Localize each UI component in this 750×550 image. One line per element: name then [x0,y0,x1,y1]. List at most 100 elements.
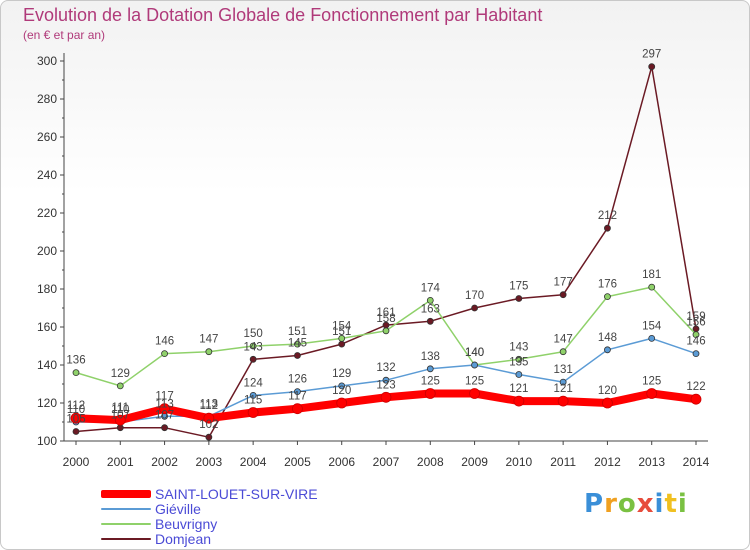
data-point [338,382,346,390]
legend-label: Giéville [155,500,201,517]
x-tick-label: 2000 [63,455,90,469]
data-point [338,334,346,342]
data-label: 102 [199,419,218,431]
x-tick-label: 2005 [284,455,311,469]
data-label: 107 [155,410,174,422]
y-tick-label: 200 [37,244,57,258]
data-label: 111 [112,402,129,414]
data-point [203,412,215,424]
data-point [294,352,301,359]
data-point [294,388,301,396]
y-tick-label: 260 [37,130,57,144]
data-label: 129 [332,368,351,380]
data-label: 147 [199,334,218,346]
data-point [648,283,656,291]
data-point [249,355,257,363]
data-point [602,397,613,409]
data-point [515,371,523,378]
legend-item: SAINT-LOUET-SUR-VIRE [101,485,318,502]
data-label: 297 [642,49,661,61]
data-point [557,395,569,407]
data-label: 140 [465,347,484,359]
data-point [205,348,213,356]
data-label: 151 [332,326,351,338]
x-tick-label: 2002 [151,455,178,469]
data-label: 176 [598,279,617,291]
legend-item: Beuvrigny [101,516,318,532]
data-point [249,391,257,399]
data-label: 151 [288,326,307,338]
data-point [382,327,390,335]
data-label: 110 [111,404,129,416]
data-point [116,424,124,432]
data-label: 174 [421,282,441,294]
legend-label: SAINT-LOUET-SUR-VIRE [155,485,318,502]
data-label: 120 [598,385,617,397]
data-point [513,395,525,407]
data-point [161,424,168,432]
data-point [426,365,434,373]
data-label: 123 [376,379,395,391]
data-point [604,224,611,232]
data-label: 125 [465,376,484,388]
legend-swatch [101,537,151,540]
y-tick-label: 280 [37,92,57,106]
legend: SAINT-LOUET-SUR-VIRE Giéville Beuvrigny … [101,485,318,547]
data-point [559,378,567,386]
data-label: 143 [509,341,528,353]
data-point [338,340,346,348]
data-label: 156 [686,317,705,329]
data-label: 113 [200,398,218,410]
data-label: 159 [686,311,705,323]
data-point [70,412,82,424]
data-label: 124 [244,377,264,389]
legend-item: Giéville [101,500,318,517]
data-point [205,433,213,441]
data-label: 121 [509,383,528,395]
data-point [116,382,124,390]
data-label: 175 [509,281,528,293]
x-tick-label: 2010 [506,455,533,469]
data-label: 163 [421,303,440,315]
data-label: 110 [67,404,85,416]
data-label: 107 [111,410,130,422]
data-point [515,295,523,302]
data-point [72,428,80,435]
data-point [424,388,436,399]
data-label: 147 [554,334,573,346]
data-label: 154 [332,320,352,332]
data-point [114,414,126,426]
x-tick-label: 2006 [328,455,355,469]
data-label: 120 [332,385,351,397]
data-label: 135 [509,357,528,369]
data-label: 105 [66,414,85,426]
y-tick-label: 100 [37,434,57,448]
data-label: 150 [244,328,263,340]
data-label: 125 [642,376,661,388]
data-point [604,293,611,301]
y-tick-label: 240 [37,168,57,182]
data-label: 146 [155,336,174,348]
data-point [249,342,257,350]
data-label: 145 [288,338,307,350]
y-tick-label: 300 [37,54,57,68]
data-point [604,346,611,354]
x-tick-label: 2008 [417,455,444,469]
x-tick-label: 2003 [196,455,223,469]
x-tick-label: 2001 [107,455,134,469]
data-point [692,331,700,339]
data-label: 158 [376,313,395,325]
data-label: 143 [244,341,263,353]
data-point [336,397,348,409]
data-point [690,393,702,405]
data-point [648,63,656,71]
data-label: 170 [465,290,484,302]
legend-label: Domjean [155,530,212,547]
x-tick-label: 2011 [550,455,576,469]
data-point [247,407,259,418]
data-point [380,391,392,403]
data-point [72,369,80,377]
x-tick-label: 2004 [240,455,267,469]
